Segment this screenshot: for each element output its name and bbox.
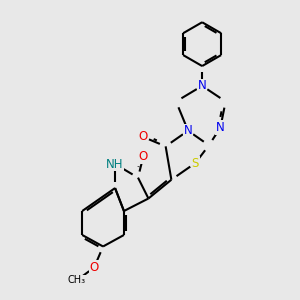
Text: O: O [90,261,99,274]
Text: O: O [139,130,148,143]
Text: N: N [184,124,192,137]
Text: O: O [139,150,148,163]
Text: N: N [216,121,225,134]
Text: N: N [198,80,206,92]
Text: CH₃: CH₃ [68,275,86,285]
Text: S: S [192,157,199,169]
Text: NH: NH [106,158,124,171]
